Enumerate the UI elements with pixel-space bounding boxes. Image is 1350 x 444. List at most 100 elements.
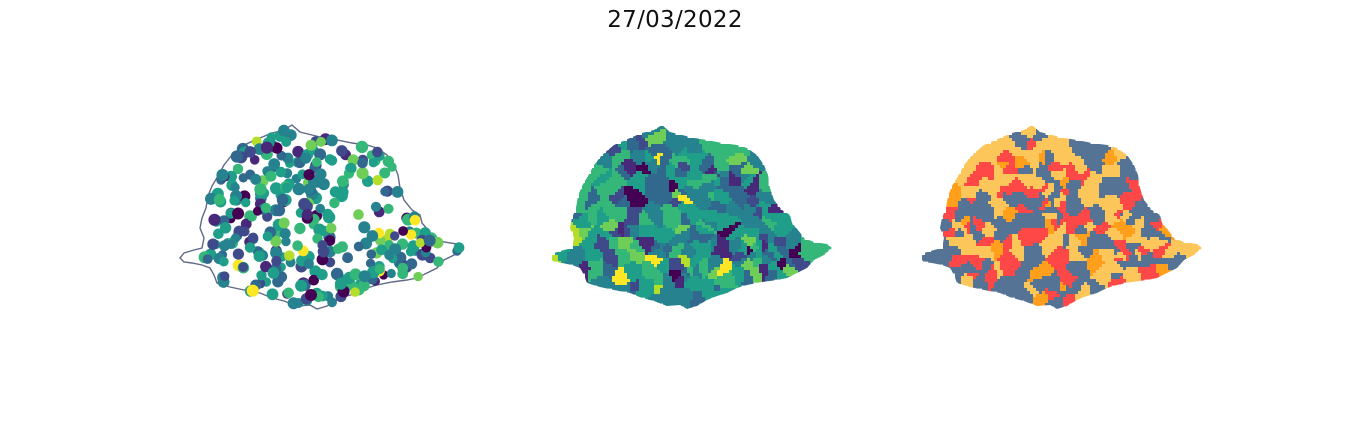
category-cell <box>1039 177 1043 181</box>
municipality-cell <box>645 153 649 157</box>
municipality-cell <box>621 192 625 196</box>
municipality-cell <box>666 156 670 160</box>
municipality-cell <box>675 144 679 148</box>
municipality-cell <box>564 249 568 253</box>
municipality-cell <box>612 285 616 289</box>
category-cell <box>1132 192 1136 196</box>
municipality-cell <box>687 243 691 247</box>
category-cell <box>1000 189 1004 193</box>
municipality-cell <box>603 159 607 163</box>
municipality-cell <box>744 177 748 181</box>
municipality-cell <box>783 213 787 217</box>
category-cell <box>1093 159 1097 163</box>
category-cell <box>1033 159 1037 163</box>
municipality-cell <box>714 273 718 277</box>
category-cell <box>976 180 980 184</box>
municipality-cell <box>735 225 739 229</box>
municipality-cell <box>732 201 736 205</box>
municipality-cell <box>699 192 703 196</box>
municipality-cell <box>681 201 685 205</box>
municipality-cell <box>600 219 604 223</box>
municipality-cell <box>726 150 730 154</box>
municipality-cell <box>786 252 790 256</box>
municipality-cell <box>735 159 739 163</box>
municipality-cell <box>678 168 682 172</box>
municipality-cell <box>633 291 637 295</box>
municipality-cell <box>591 192 595 196</box>
category-cell <box>1033 141 1037 145</box>
category-cell <box>982 195 986 199</box>
municipality-cell <box>729 267 733 271</box>
municipality-cell <box>756 264 760 268</box>
municipality-cell <box>630 168 634 172</box>
municipality-cell <box>654 156 658 160</box>
municipality-cell <box>603 255 607 259</box>
municipality-cell <box>693 165 697 169</box>
municipality-cell <box>687 261 691 265</box>
municipality-cell <box>606 174 610 178</box>
municipality-cell <box>609 153 613 157</box>
category-cell <box>1015 168 1019 172</box>
municipality-cell <box>738 255 742 259</box>
category-cell <box>949 192 953 196</box>
municipality-cell <box>681 150 685 154</box>
municipality-cell <box>714 180 718 184</box>
municipality-cell <box>594 249 598 253</box>
municipality-cell <box>744 240 748 244</box>
municipality-cell <box>657 234 661 238</box>
municipality-cell <box>762 279 766 283</box>
municipality-cell <box>666 180 670 184</box>
municipality-cell <box>747 213 751 217</box>
municipality-cell <box>696 228 700 232</box>
category-cell <box>991 183 995 187</box>
municipality-cell <box>735 180 739 184</box>
municipality-cell <box>756 195 760 199</box>
category-cell <box>1108 186 1112 190</box>
municipality-cell <box>738 246 742 250</box>
municipality-cell <box>717 183 721 187</box>
category-cell <box>1126 186 1130 190</box>
municipality-cell <box>723 192 727 196</box>
municipality-cell <box>654 216 658 220</box>
municipality-cell <box>621 228 625 232</box>
municipality-cell <box>558 258 562 262</box>
category-cell <box>1039 168 1043 172</box>
municipality-cell <box>690 156 694 160</box>
municipality-cell <box>603 231 607 235</box>
municipality-cell <box>630 264 634 268</box>
municipality-cell <box>717 249 721 253</box>
municipality-cell <box>621 249 625 253</box>
municipality-cell <box>582 210 586 214</box>
category-cell <box>1060 138 1064 142</box>
municipality-cell <box>747 195 751 199</box>
municipality-cell <box>621 147 625 151</box>
municipality-cell <box>660 201 664 205</box>
municipality-cell <box>687 276 691 280</box>
municipality-cell <box>603 189 607 193</box>
municipality-cell <box>594 258 598 262</box>
municipality-cell <box>708 297 712 301</box>
municipality-cell <box>612 174 616 178</box>
municipality-cell <box>594 171 598 175</box>
municipality-cell <box>660 297 664 301</box>
municipality-cell <box>744 186 748 190</box>
category-cell <box>982 189 986 193</box>
category-cell <box>1000 162 1004 166</box>
category-cell <box>1102 156 1106 160</box>
municipality-cell <box>777 267 781 271</box>
municipality-cell <box>561 261 565 265</box>
category-cell <box>1006 141 1010 145</box>
category-cell <box>1033 126 1037 130</box>
category-cell <box>1093 144 1097 148</box>
category-cell <box>988 171 992 175</box>
municipality-cell <box>657 201 661 205</box>
municipality-cell <box>615 201 619 205</box>
municipality-cell <box>753 162 757 166</box>
category-cell <box>1048 177 1052 181</box>
municipality-cell <box>768 252 772 256</box>
municipality-cell <box>654 174 658 178</box>
municipality-cell <box>594 237 598 241</box>
municipality-cell <box>786 261 790 265</box>
municipality-cell <box>687 201 691 205</box>
category-cell <box>1027 135 1031 139</box>
